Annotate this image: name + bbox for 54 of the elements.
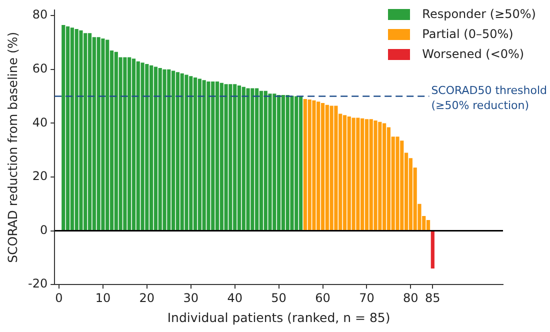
bar bbox=[66, 26, 70, 230]
bar bbox=[342, 115, 347, 230]
legend-label: Responder (≥50%) bbox=[422, 7, 536, 21]
bar bbox=[374, 120, 378, 230]
bar bbox=[290, 96, 294, 230]
bar bbox=[298, 96, 303, 230]
bar bbox=[224, 84, 228, 230]
x-tick-label: 70 bbox=[359, 290, 374, 305]
legend-label: Worsened (<0%) bbox=[422, 47, 524, 61]
bar bbox=[62, 24, 66, 230]
y-tick-label: -20 bbox=[28, 276, 48, 291]
bar bbox=[171, 70, 176, 230]
bar bbox=[79, 30, 83, 230]
bar bbox=[88, 33, 92, 230]
bar bbox=[386, 127, 391, 230]
y-tick-label: 60 bbox=[32, 62, 48, 76]
bar bbox=[162, 69, 166, 230]
x-tick-label: 0 bbox=[55, 290, 63, 305]
bar bbox=[426, 220, 430, 230]
x-tick-label: 85 bbox=[425, 290, 440, 305]
bar bbox=[334, 106, 338, 230]
y-axis-title: SCORAD reduction from baseline (%) bbox=[4, 32, 20, 263]
x-tick-label: 50 bbox=[271, 290, 286, 305]
x-tick-label: 40 bbox=[227, 290, 242, 305]
x-tick-label: 30 bbox=[183, 290, 199, 305]
bar bbox=[364, 119, 369, 230]
ref-line-label: SCORAD50 threshold (≥50% reduction) bbox=[431, 84, 547, 112]
bar bbox=[206, 81, 210, 230]
y-tick-label: 20 bbox=[32, 169, 48, 184]
x-axis-title: Individual patients (ranked, n = 85) bbox=[167, 310, 390, 325]
bar bbox=[259, 90, 264, 230]
bar bbox=[215, 81, 220, 230]
legend-label: Partial (0–50%) bbox=[422, 27, 514, 41]
x-tick-label: 60 bbox=[315, 290, 330, 305]
x-tick-label: 80 bbox=[403, 290, 418, 305]
bar bbox=[312, 100, 316, 230]
bar bbox=[246, 88, 250, 230]
bar bbox=[140, 62, 144, 230]
bar bbox=[184, 74, 188, 230]
bar bbox=[268, 94, 272, 230]
bar bbox=[430, 231, 434, 268]
bar bbox=[320, 103, 325, 230]
y-tick-label: 40 bbox=[32, 115, 48, 130]
bar bbox=[132, 58, 136, 230]
bar bbox=[193, 77, 198, 230]
y-tick-label: 80 bbox=[32, 8, 48, 22]
bar bbox=[154, 66, 158, 230]
bar bbox=[237, 86, 242, 230]
x-tick-label: 10 bbox=[95, 290, 111, 305]
bar bbox=[352, 118, 356, 230]
x-tick-label: 20 bbox=[139, 290, 155, 305]
y-tick-label: 0 bbox=[40, 222, 48, 237]
bar bbox=[396, 136, 400, 230]
bar bbox=[101, 38, 105, 230]
